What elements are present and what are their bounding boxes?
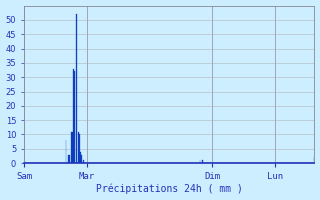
Bar [74,71,75,163]
Bar [81,155,82,163]
Bar [80,152,81,163]
Bar [78,132,79,163]
Bar [76,14,77,163]
Bar [69,155,70,163]
Bar [73,69,74,163]
Bar [66,140,67,163]
Bar [202,160,203,163]
Bar [314,157,315,163]
Bar [68,155,69,163]
Bar [83,160,84,163]
X-axis label: Précipitations 24h ( mm ): Précipitations 24h ( mm ) [96,184,243,194]
Bar [71,132,72,163]
Bar [72,132,73,163]
